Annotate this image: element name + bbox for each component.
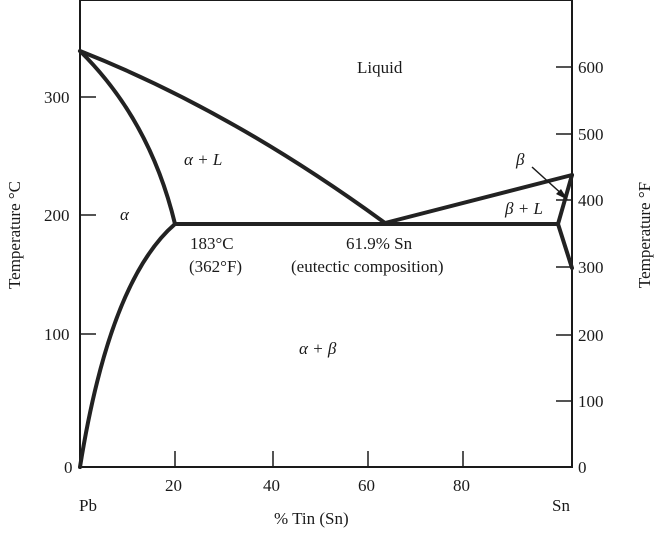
- region-beta: β: [516, 150, 525, 169]
- bottom-axis-ticks: [174, 451, 464, 467]
- y-right-tick-500: 500: [578, 125, 604, 144]
- region-alpha-liquid: α + L: [184, 150, 223, 169]
- eutectic-note: (eutectic composition): [291, 257, 444, 276]
- x-tick-60: 60: [358, 476, 375, 495]
- eutectic-temp-f: (362°F): [189, 257, 243, 276]
- region-alpha: α: [120, 205, 129, 224]
- y-right-tick-100: 100: [578, 392, 604, 411]
- beta-boundary: [556, 173, 574, 270]
- y-left-tick-100: 100: [44, 325, 70, 344]
- y-right-tick-300: 300: [578, 258, 604, 277]
- solidus-alpha: [78, 49, 177, 226]
- y-right-tick-0: 0: [578, 458, 587, 477]
- region-liquid: Liquid: [357, 58, 403, 77]
- x-end-pb: Pb: [79, 496, 97, 515]
- beta-arrow: [531, 166, 565, 197]
- y-left-tick-300: 300: [44, 88, 70, 107]
- region-beta-liquid: β + L: [505, 199, 543, 218]
- left-axis-ticks: [80, 96, 96, 335]
- plot-frame: [79, 0, 573, 468]
- y-left-axis-title: Temperature °C: [5, 180, 24, 290]
- x-tick-20: 20: [165, 476, 182, 495]
- beta-arrow-head: [556, 189, 568, 200]
- x-end-sn: Sn: [552, 496, 570, 515]
- x-tick-80: 80: [453, 476, 470, 495]
- liquidus-sn-side: [383, 173, 574, 225]
- y-right-axis-title: Temperature °F: [635, 181, 654, 289]
- eutectic-composition: 61.9% Sn: [346, 234, 413, 253]
- right-axis-ticks: [556, 66, 572, 402]
- region-alpha-beta: α + β: [299, 339, 337, 358]
- liquidus-pb-side: [78, 49, 387, 225]
- y-right-tick-600: 600: [578, 58, 604, 77]
- y-right-tick-200: 200: [578, 326, 604, 345]
- solvus-alpha: [78, 222, 177, 469]
- y-left-tick-0: 0: [64, 458, 73, 477]
- y-right-tick-400: 400: [578, 191, 604, 210]
- y-left-tick-200: 200: [44, 206, 70, 225]
- eutectic-temp-c: 183°C: [190, 234, 234, 253]
- x-axis-title: % Tin (Sn): [274, 509, 349, 528]
- phase-boundaries: [78, 49, 574, 469]
- x-tick-40: 40: [263, 476, 280, 495]
